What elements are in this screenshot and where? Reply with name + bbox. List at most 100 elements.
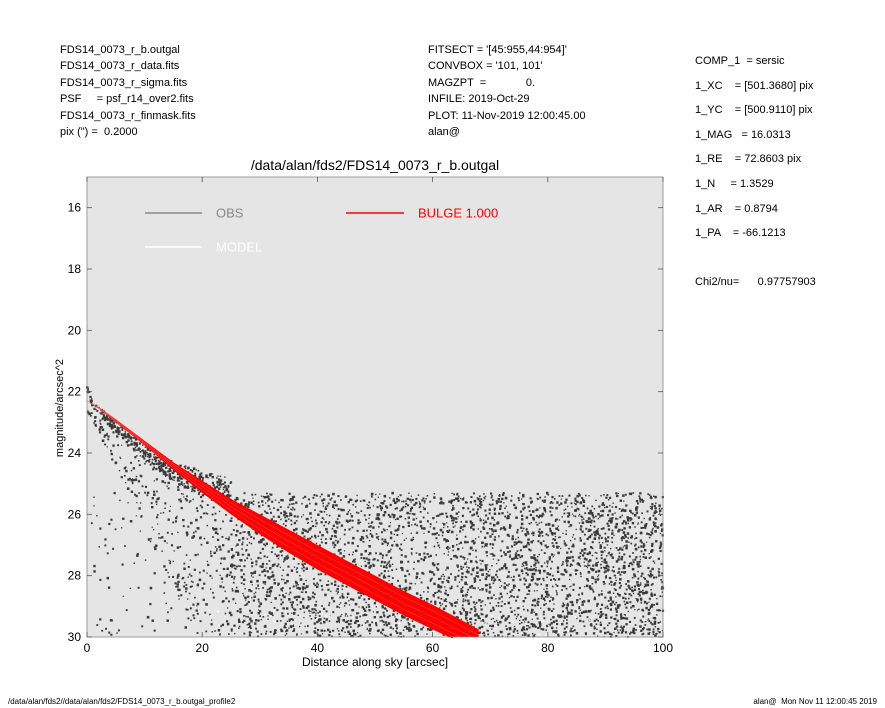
obs-point	[598, 537, 601, 540]
obs-point	[614, 582, 617, 585]
obs-point	[612, 517, 614, 519]
obs-point	[657, 627, 660, 630]
obs-point	[326, 530, 329, 533]
obs-point	[484, 543, 487, 546]
obs-point	[269, 589, 273, 593]
obs-point	[407, 621, 410, 624]
obs-point	[386, 563, 389, 566]
obs-point	[543, 569, 546, 573]
obs-point	[461, 586, 464, 589]
obs-point	[427, 530, 430, 533]
obs-point	[549, 502, 552, 504]
obs-point	[503, 603, 506, 605]
obs-point	[600, 563, 602, 566]
obs-point	[653, 524, 655, 527]
obs-point	[468, 552, 471, 556]
obs-point	[627, 564, 631, 568]
obs-point	[644, 525, 646, 527]
obs-point	[252, 576, 254, 578]
obs-point	[651, 623, 654, 626]
obs-point	[264, 583, 266, 585]
obs-point	[300, 633, 303, 635]
obs-point	[572, 534, 575, 536]
obs-point	[470, 584, 474, 588]
obs-point	[412, 536, 415, 539]
obs-point	[653, 620, 657, 624]
obs-point	[222, 567, 225, 570]
obs-point	[297, 614, 299, 617]
obs-point	[266, 512, 269, 515]
obs-point	[473, 577, 477, 580]
obs-point	[414, 635, 416, 637]
obs-point	[380, 631, 383, 634]
obs-point	[250, 501, 253, 504]
obs-point	[550, 596, 552, 598]
obs-point	[593, 525, 596, 528]
obs-point	[108, 422, 112, 425]
obs-point	[623, 600, 626, 603]
obs-point	[368, 553, 370, 556]
model-point	[639, 615, 641, 617]
obs-point	[538, 572, 541, 574]
obs-point	[515, 543, 518, 545]
obs-point	[522, 561, 525, 564]
obs-point	[282, 615, 285, 617]
obs-point	[396, 517, 399, 521]
obs-point	[582, 498, 584, 501]
obs-point	[150, 537, 152, 540]
obs-point	[647, 574, 650, 576]
obs-point	[120, 426, 122, 429]
obs-point	[579, 573, 582, 575]
obs-point	[645, 591, 648, 595]
obs-point	[192, 581, 194, 583]
obs-point	[570, 609, 573, 612]
obs-point	[161, 463, 164, 466]
obs-point	[194, 472, 197, 475]
obs-point	[612, 502, 614, 504]
obs-point	[296, 515, 299, 518]
obs-point	[501, 512, 504, 515]
obs-point	[609, 608, 613, 611]
obs-point	[568, 526, 570, 528]
obs-point	[595, 515, 597, 518]
obs-point	[494, 529, 497, 533]
obs-point	[409, 499, 412, 501]
obs-point	[252, 537, 255, 540]
obs-point	[397, 499, 400, 502]
obs-point	[563, 573, 565, 576]
obs-point	[452, 611, 456, 615]
obs-point	[146, 491, 150, 495]
obs-point	[551, 626, 554, 630]
obs-point	[267, 500, 269, 502]
obs-point	[439, 607, 441, 609]
obs-point	[476, 575, 480, 578]
obs-point	[334, 543, 337, 547]
obs-point	[544, 496, 546, 498]
fit-parameter-line: 1_PA = -66.1213	[695, 227, 786, 240]
obs-point	[650, 593, 652, 596]
obs-point	[149, 586, 153, 590]
obs-point	[631, 577, 634, 579]
obs-point	[234, 602, 237, 604]
x-tick-label: 0	[84, 641, 91, 655]
obs-point	[240, 502, 243, 505]
obs-point	[120, 527, 123, 529]
obs-point	[202, 478, 204, 480]
obs-point	[529, 501, 533, 504]
obs-point	[499, 507, 502, 511]
obs-point	[650, 495, 653, 498]
obs-point	[655, 518, 658, 521]
obs-point	[615, 560, 619, 563]
obs-point	[457, 495, 460, 498]
obs-point	[474, 503, 477, 506]
obs-point	[404, 590, 407, 593]
obs-point	[357, 521, 360, 525]
obs-point	[159, 458, 162, 461]
obs-point	[386, 609, 388, 612]
obs-point	[194, 553, 197, 557]
obs-point	[130, 440, 133, 443]
fit-parameter-line: 1_XC = [501.3680] pix	[695, 79, 814, 92]
obs-point	[288, 492, 291, 495]
obs-point	[295, 501, 298, 504]
obs-point	[642, 556, 645, 558]
